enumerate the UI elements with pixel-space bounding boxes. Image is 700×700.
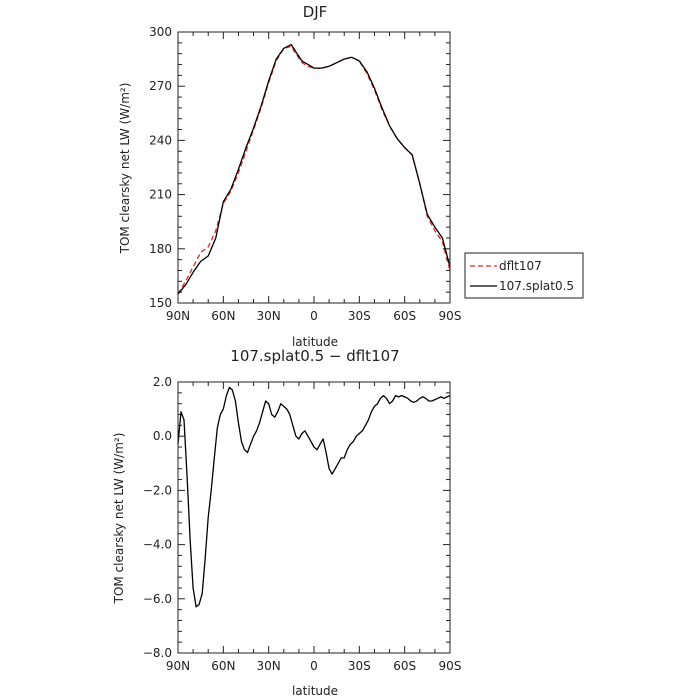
y-tick-label: 150	[149, 296, 172, 310]
x-tick-label: 60S	[393, 309, 416, 323]
x-tick-label: 90N	[166, 659, 190, 673]
chart-djf: DJF TOM clearsky net LW (W/m²) latitude …	[118, 3, 461, 349]
x-tick-label: 90S	[439, 309, 462, 323]
x-tick-label: 30S	[348, 659, 371, 673]
x-tick-label: 60N	[211, 659, 235, 673]
plot-frame	[177, 381, 451, 654]
x-tick-label: 60N	[211, 309, 235, 323]
legend-label-splat: 107.splat0.5	[499, 279, 574, 293]
y-tick-label: −2.0	[143, 483, 172, 497]
plot-frame	[177, 31, 451, 304]
x-axis-label: latitude	[292, 335, 338, 349]
y-axis-label: TOM clearsky net LW (W/m²)	[112, 433, 126, 605]
series-line-dflt107	[177, 45, 451, 295]
x-tick-label: 90S	[439, 659, 462, 673]
y-tick-label: 180	[149, 242, 172, 256]
x-axis-label: latitude	[292, 684, 338, 698]
y-tick-label: −6.0	[143, 592, 172, 606]
x-tick-label: 60S	[393, 659, 416, 673]
y-tick-label: 300	[149, 25, 172, 39]
y-tick-label: 0.0	[153, 429, 172, 443]
x-tick-label: 0	[310, 659, 318, 673]
y-tick-label: 240	[149, 133, 172, 147]
legend: dflt107 107.splat0.5	[464, 252, 584, 299]
x-tick-label: 30S	[348, 309, 371, 323]
x-tick-label: 30N	[257, 309, 281, 323]
chart-title: DJF	[303, 3, 328, 21]
y-axis-label: TOM clearsky net LW (W/m²)	[118, 83, 132, 255]
y-tick-label: 2.0	[153, 375, 172, 389]
y-tick-label: 270	[149, 79, 172, 93]
x-tick-label: 90N	[166, 309, 190, 323]
series-line-difference	[177, 386, 451, 608]
x-tick-label: 30N	[257, 659, 281, 673]
tick-group: 150 180 210 240 270 300 90N 60N 30N 0 30S 60S 90S	[149, 25, 461, 323]
chart-title: 107.splat0.5 − dflt107	[230, 347, 399, 365]
y-tick-label: 210	[149, 188, 172, 202]
x-tick-label: 0	[310, 309, 318, 323]
series-line-107-splat0-5	[177, 43, 451, 295]
y-tick-label: −4.0	[143, 538, 172, 552]
legend-box	[464, 252, 584, 299]
y-tick-label: −8.0	[143, 646, 172, 660]
series-group	[177, 43, 451, 295]
tick-group: −8.0 −6.0 −4.0 −2.0 0.0 2.0 90N 60N 30N 0 30S 60S 90…	[143, 375, 462, 673]
series-group	[177, 386, 451, 608]
chart-difference: 107.splat0.5 − dflt107 TOM clearsky net …	[112, 347, 461, 698]
legend-label-dflt107: dflt107	[499, 259, 542, 273]
